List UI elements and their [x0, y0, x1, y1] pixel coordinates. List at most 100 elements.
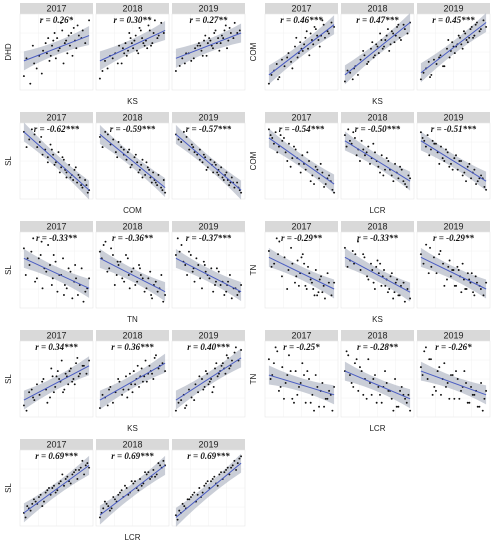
data-point [313, 183, 315, 185]
data-point [343, 80, 346, 83]
data-point [286, 160, 289, 162]
data-point [277, 253, 279, 256]
correlation-label: r = -0.57*** [186, 124, 232, 134]
data-point [233, 351, 236, 354]
data-point [73, 383, 76, 386]
data-point [150, 44, 152, 47]
data-point [326, 30, 329, 33]
data-point [311, 393, 314, 396]
data-point [106, 133, 109, 136]
data-point [398, 294, 401, 297]
data-point [140, 367, 143, 370]
data-point [328, 174, 331, 177]
data-point [465, 39, 468, 41]
data-point [193, 151, 196, 154]
fit-line [344, 370, 411, 400]
data-point [330, 21, 333, 24]
data-point [283, 397, 285, 400]
data-point [138, 385, 140, 388]
data-point [476, 281, 478, 284]
y-axis-label: COM [249, 151, 258, 170]
data-point [121, 393, 124, 396]
data-point [190, 143, 193, 146]
data-point [379, 393, 381, 396]
data-point [156, 37, 159, 40]
facet-strip-label: 2017 [291, 113, 311, 123]
data-point [353, 137, 356, 139]
data-point [443, 362, 446, 365]
data-point [225, 171, 228, 174]
data-point [478, 405, 481, 408]
data-point [154, 280, 157, 283]
data-point [51, 375, 54, 378]
data-point [124, 42, 127, 45]
facet-strip-label: 2018 [122, 331, 142, 341]
data-point [143, 44, 146, 47]
data-point [270, 265, 273, 268]
data-point [327, 32, 330, 35]
data-point [202, 388, 205, 391]
data-point [67, 383, 70, 386]
data-point [149, 176, 152, 179]
data-point [272, 362, 275, 365]
data-point [317, 39, 320, 41]
facet-strip-label: 2018 [122, 440, 142, 450]
data-point [367, 60, 370, 63]
y-axis-label: TN [249, 264, 258, 275]
fit-line [175, 357, 242, 401]
data-point [287, 269, 290, 271]
data-point [228, 473, 231, 476]
data-point [42, 378, 45, 380]
data-point [203, 264, 206, 266]
data-point [286, 288, 289, 290]
data-point [136, 280, 139, 283]
data-point [230, 176, 233, 179]
fit-line [23, 464, 90, 514]
data-point [82, 300, 85, 303]
data-point [38, 496, 40, 498]
data-point [51, 277, 54, 280]
data-point [36, 383, 38, 386]
data-point [485, 25, 488, 28]
data-point [63, 388, 66, 391]
data-point [82, 364, 85, 367]
data-point [118, 44, 121, 47]
data-point [188, 250, 190, 253]
data-point [440, 393, 442, 396]
data-point [419, 131, 422, 134]
data-point [374, 151, 376, 154]
data-point [57, 49, 60, 52]
data-point [117, 141, 120, 143]
data-point [371, 269, 374, 271]
data-point [324, 183, 327, 185]
data-point [67, 267, 70, 270]
data-point [240, 191, 243, 194]
facet-strip-label: 2018 [122, 113, 142, 123]
facet-strip [20, 3, 93, 14]
data-point [204, 270, 207, 273]
data-point [108, 388, 110, 391]
facet-strip [417, 221, 490, 232]
data-point [217, 173, 220, 176]
data-point [112, 254, 114, 256]
data-point [61, 156, 64, 159]
fit-line [268, 256, 335, 290]
data-point [333, 25, 336, 28]
data-point [349, 71, 352, 74]
data-point [25, 146, 28, 149]
data-point [117, 378, 120, 380]
data-point [63, 484, 65, 487]
data-point [435, 63, 438, 65]
data-point [53, 163, 56, 166]
data-point [183, 505, 186, 508]
data-point [469, 28, 472, 31]
data-point [392, 409, 395, 412]
data-point [215, 280, 217, 283]
data-point [181, 57, 184, 60]
correlation-label: r = -0.33** [357, 233, 398, 243]
data-point [473, 294, 476, 297]
data-point [290, 60, 293, 63]
